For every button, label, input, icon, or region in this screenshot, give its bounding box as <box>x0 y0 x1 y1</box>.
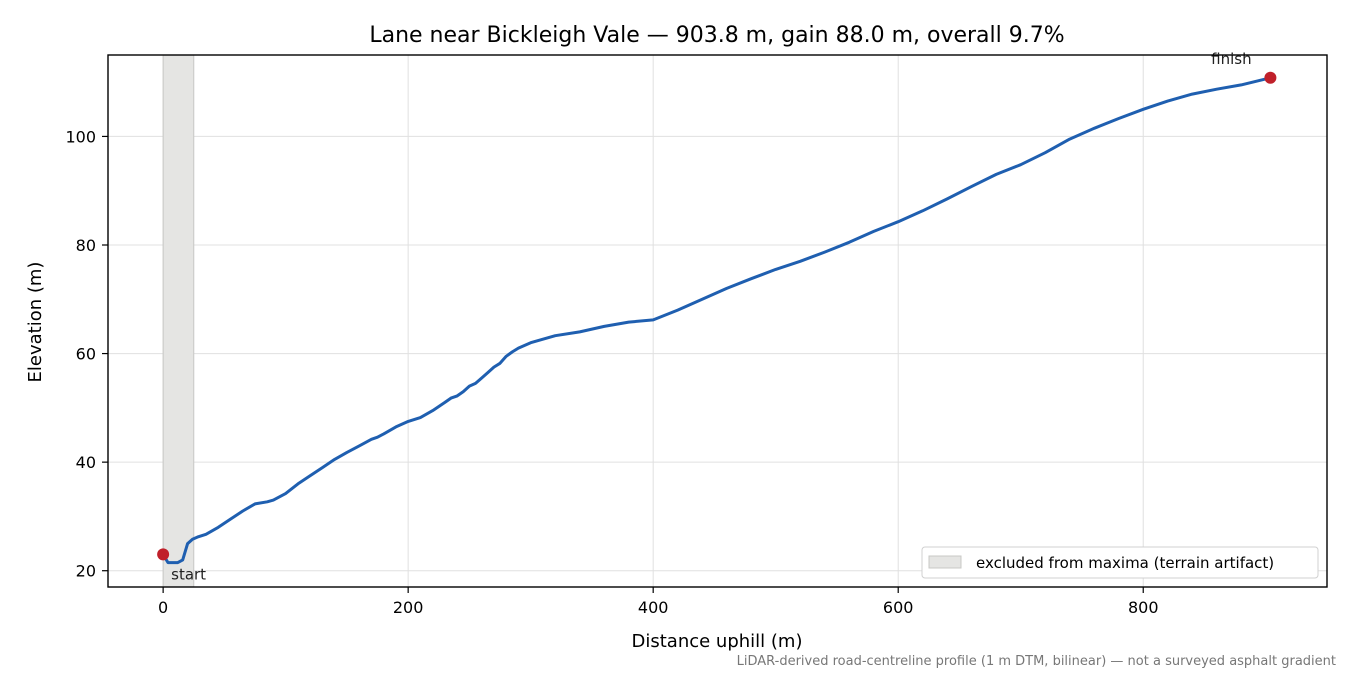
finish-marker <box>1264 71 1277 84</box>
legend: excluded from maxima (terrain artifact) <box>921 546 1319 579</box>
legend-box <box>921 546 1319 579</box>
y-tick-label: 100 <box>65 127 96 146</box>
y-tick-label: 80 <box>76 236 96 255</box>
y-tick-label: 20 <box>76 562 96 581</box>
plot-frame <box>107 54 1328 588</box>
grid <box>108 55 1327 587</box>
finish-annotation: finish <box>1211 50 1251 68</box>
y-tick-label: 40 <box>76 453 96 472</box>
x-tick-label: 200 <box>393 598 424 617</box>
chart-title: Lane near Bickleigh Vale — 903.8 m, gain… <box>369 23 1064 48</box>
excluded-band <box>162 54 195 588</box>
footnote: LiDAR-derived road-centreline profile (1… <box>737 654 1336 669</box>
x-tick-label: 400 <box>638 598 669 617</box>
legend-entry: excluded from maxima (terrain artifact) <box>976 554 1274 572</box>
x-axis-label: Distance uphill (m) <box>632 631 803 652</box>
x-tick-label: 600 <box>883 598 914 617</box>
x-tick-label: 0 <box>158 598 168 617</box>
x-tick-label: 800 <box>1128 598 1159 617</box>
start-annotation: start <box>171 565 206 583</box>
elevation-line <box>161 76 1271 565</box>
legend-swatch <box>928 555 962 569</box>
plot-area: start finish <box>107 50 1328 588</box>
y-axis-label: Elevation (m) <box>25 262 46 383</box>
y-tick-label: 60 <box>76 345 96 364</box>
y-axis: 20 40 60 80 100 <box>65 127 108 581</box>
x-axis: 0 200 400 600 800 <box>158 587 1159 617</box>
start-marker <box>157 548 170 561</box>
